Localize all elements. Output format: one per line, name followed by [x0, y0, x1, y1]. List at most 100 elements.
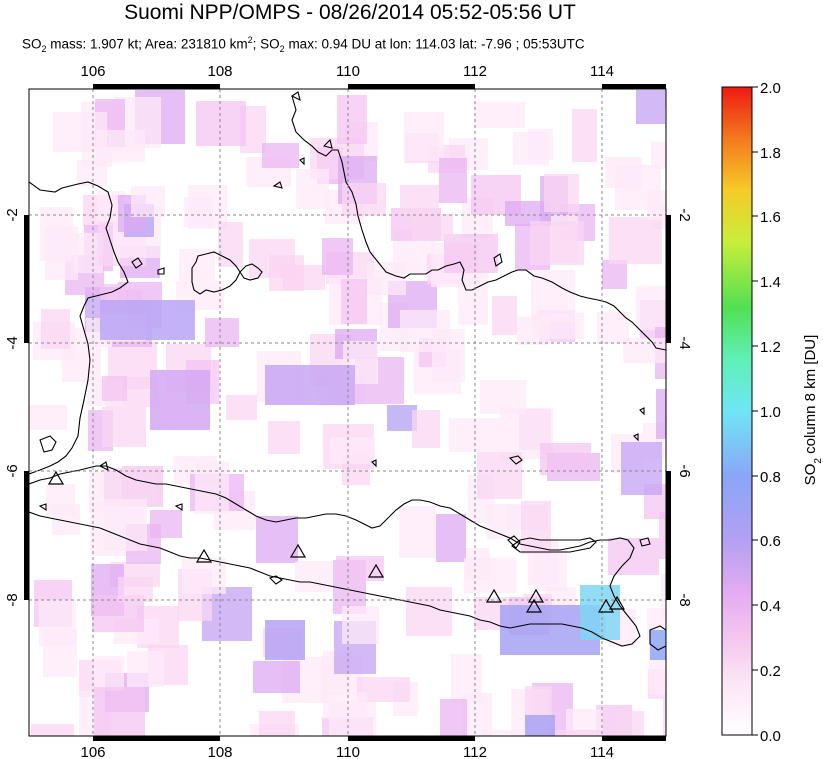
so2-pixel — [262, 143, 299, 168]
so2-pixel — [104, 499, 147, 551]
colorbar-tick-label: 0.6 — [760, 533, 781, 550]
belitung-coast — [239, 263, 263, 281]
so2-pixel — [412, 214, 453, 241]
lat-tick-left: -2 — [4, 208, 21, 221]
lon-tick-top: 114 — [590, 63, 614, 80]
so2-pixel — [77, 160, 107, 186]
lat-tick-left: -4 — [4, 336, 21, 349]
so2-pixel — [540, 443, 591, 475]
colorbar-label: SO2 column 8 km [DU] — [802, 335, 823, 486]
so2-pixel — [648, 190, 666, 220]
colorbar-tick-label: 1.6 — [760, 209, 781, 226]
so2-pixel — [94, 687, 145, 736]
map-subtitle: SO2 mass: 1.907 kt; Area: 231810 km2; SO… — [22, 35, 585, 55]
colorbar-tick-label: 1.8 — [760, 145, 781, 162]
so2-pixel — [663, 697, 666, 736]
so2-pixel — [521, 501, 551, 554]
so2-pixel — [659, 512, 666, 559]
so2-pixel — [195, 462, 229, 514]
colorbar-tick-label: 1.2 — [760, 339, 781, 356]
so2-pixel — [406, 587, 452, 636]
lon-tick-bottom: 106 — [80, 744, 105, 759]
so2-pixel — [196, 101, 246, 146]
so2-pixel — [609, 217, 662, 264]
so2-pixel — [439, 158, 467, 203]
map-frame — [28, 88, 667, 737]
so2-pixel — [226, 395, 257, 420]
lon-tick-bottom: 114 — [590, 744, 614, 759]
so2-pixel — [179, 249, 215, 281]
so2-pixel — [182, 558, 226, 594]
so2-pixel — [102, 407, 146, 447]
lat-tick-right: -2 — [676, 208, 693, 221]
lat-tick-right: -6 — [676, 464, 693, 477]
so2-pixel — [29, 405, 67, 430]
so2-pixel — [337, 95, 367, 144]
so2-pixel — [528, 129, 553, 160]
so2-pixel — [341, 279, 367, 324]
lat-tick-left: -6 — [4, 464, 21, 477]
madura-coast — [511, 537, 597, 553]
colorbar-tick-label: 1.0 — [760, 404, 781, 421]
volcano-marker — [527, 588, 545, 603]
so2-pixel — [530, 221, 584, 265]
so2-pixel — [323, 692, 367, 719]
so2-pixel — [127, 651, 164, 687]
frame-ticks — [24, 84, 671, 741]
so2-pixel — [621, 442, 662, 495]
bali-coast — [649, 625, 666, 651]
so2-pixel — [265, 620, 305, 660]
graticule — [29, 89, 666, 736]
so2-pixel — [449, 418, 500, 452]
volcano-marker — [525, 598, 543, 613]
so2-pixel — [651, 142, 666, 169]
colorbar-ticks — [752, 86, 758, 736]
so2-pixel — [608, 538, 659, 575]
so2-pixel — [617, 711, 644, 736]
so2-pixel — [602, 260, 627, 289]
so2-pixel — [400, 185, 439, 218]
so2-pixel — [477, 452, 522, 499]
so2-pixel — [623, 338, 666, 363]
so2-pixel — [93, 656, 124, 691]
so2-pixel-field — [29, 90, 666, 736]
volcano-marker — [485, 588, 503, 603]
lat-tick-right: -8 — [676, 593, 693, 606]
so2-pixel — [43, 629, 77, 677]
lon-tick-bottom: 112 — [463, 744, 487, 759]
so2-pixel — [367, 262, 406, 295]
so2-pixel — [436, 514, 466, 562]
so2-pixel — [218, 222, 243, 267]
coastlines — [29, 91, 666, 651]
so2-pixel — [150, 370, 210, 430]
lon-tick-bottom: 108 — [207, 744, 232, 759]
colorbar-tick-label: 0.0 — [760, 728, 781, 745]
colorbar-tick-label: 0.2 — [760, 663, 781, 680]
so2-pixel — [342, 183, 386, 216]
lat-tick-right: -4 — [676, 336, 693, 349]
so2-pixel — [322, 238, 353, 275]
so2-pixel — [661, 574, 666, 619]
so2-pixel — [665, 108, 666, 149]
volcano-marker — [47, 470, 65, 485]
lat-tick-left: -8 — [4, 593, 21, 606]
so2-pixel — [532, 313, 584, 339]
so2-pixel — [440, 699, 467, 736]
lon-tick-top: 106 — [80, 63, 105, 80]
so2-pixel — [636, 90, 666, 124]
volcano-marker — [608, 595, 626, 610]
volcano-markers — [47, 470, 626, 613]
so2-pixel — [656, 389, 666, 439]
so2-pixel — [464, 558, 516, 593]
volcano-marker — [195, 548, 213, 563]
so2-pixel — [404, 112, 444, 161]
so2-pixel — [400, 310, 450, 352]
so2-pixel — [399, 506, 436, 558]
so2-pixel — [483, 730, 524, 736]
colorbar-tick-label: 1.4 — [760, 274, 781, 291]
map-title: Suomi NPP/OMPS - 08/26/2014 05:52-05:56 … — [124, 1, 576, 24]
so2-pixel — [31, 724, 74, 736]
volcano-marker — [597, 598, 615, 613]
so2-pixel — [650, 630, 666, 660]
so2-pixel — [131, 186, 165, 217]
